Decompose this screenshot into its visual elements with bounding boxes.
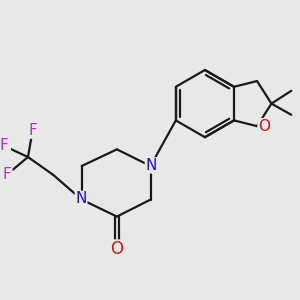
Text: O: O — [258, 119, 270, 134]
Text: O: O — [110, 240, 123, 258]
Text: F: F — [3, 167, 12, 182]
Text: N: N — [146, 158, 157, 173]
Text: F: F — [0, 138, 8, 153]
Text: F: F — [28, 123, 37, 138]
Text: N: N — [75, 191, 87, 206]
